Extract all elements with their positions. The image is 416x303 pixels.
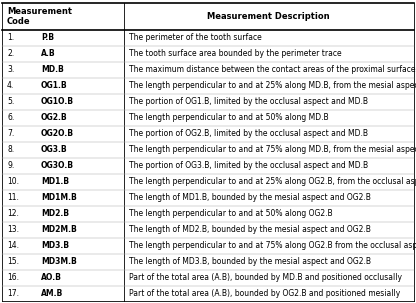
Text: 6.: 6. xyxy=(7,113,14,122)
Text: The maximum distance between the contact areas of the proximal surfaces: The maximum distance between the contact… xyxy=(129,65,416,74)
Text: 8.: 8. xyxy=(7,145,14,154)
Text: The length of MD3.B, bounded by the mesial aspect and OG2.B: The length of MD3.B, bounded by the mesi… xyxy=(129,257,371,266)
Text: MD2.B: MD2.B xyxy=(41,209,69,218)
Text: MD1M.B: MD1M.B xyxy=(41,193,77,202)
Text: The length perpendicular to and at 25% along OG2.B, from the occlusal aspect: The length perpendicular to and at 25% a… xyxy=(129,177,416,186)
Text: MD2M.B: MD2M.B xyxy=(41,225,77,234)
Text: 2.: 2. xyxy=(7,49,14,58)
Text: 16.: 16. xyxy=(7,273,19,282)
Text: OG1.B: OG1.B xyxy=(41,81,67,90)
Text: AM.B: AM.B xyxy=(41,289,63,298)
Text: 7.: 7. xyxy=(7,129,14,138)
Text: The length perpendicular to and at 25% along MD.B, from the mesial aspect: The length perpendicular to and at 25% a… xyxy=(129,81,416,90)
Text: 10.: 10. xyxy=(7,177,19,186)
Text: MD1.B: MD1.B xyxy=(41,177,69,186)
Text: The tooth surface area bounded by the perimeter trace: The tooth surface area bounded by the pe… xyxy=(129,49,341,58)
Text: The length perpendicular to and at 50% along OG2.B: The length perpendicular to and at 50% a… xyxy=(129,209,332,218)
Text: The portion of OG1.B, limited by the occlusal aspect and MD.B: The portion of OG1.B, limited by the occ… xyxy=(129,97,368,106)
Text: P.B: P.B xyxy=(41,33,54,42)
Text: 9.: 9. xyxy=(7,161,14,170)
Text: 5.: 5. xyxy=(7,97,14,106)
Text: Measurement
Code: Measurement Code xyxy=(7,7,72,26)
Text: 3.: 3. xyxy=(7,65,14,74)
Text: Part of the total area (A.B), bounded by MD.B and positioned occlusally: Part of the total area (A.B), bounded by… xyxy=(129,273,401,282)
Text: Measurement Description: Measurement Description xyxy=(208,12,330,21)
Text: The portion of OG2.B, limited by the occlusal aspect and MD.B: The portion of OG2.B, limited by the occ… xyxy=(129,129,368,138)
Text: OG3.B: OG3.B xyxy=(41,145,67,154)
Text: The portion of OG3.B, limited by the occlusal aspect and MD.B: The portion of OG3.B, limited by the occ… xyxy=(129,161,368,170)
Text: MD3M.B: MD3M.B xyxy=(41,257,77,266)
Text: MD3.B: MD3.B xyxy=(41,241,69,250)
Text: Part of the total area (A.B), bounded by OG2.B and positioned mesially: Part of the total area (A.B), bounded by… xyxy=(129,289,400,298)
Text: 13.: 13. xyxy=(7,225,19,234)
Text: OG3O.B: OG3O.B xyxy=(41,161,74,170)
Text: 14.: 14. xyxy=(7,241,19,250)
Text: The length perpendicular to and at 75% along OG2.B from the occlusal aspect: The length perpendicular to and at 75% a… xyxy=(129,241,416,250)
Text: OG2.B: OG2.B xyxy=(41,113,67,122)
Text: The length perpendicular to and at 75% along MD.B, from the mesial aspect: The length perpendicular to and at 75% a… xyxy=(129,145,416,154)
Text: 17.: 17. xyxy=(7,289,19,298)
Text: 11.: 11. xyxy=(7,193,19,202)
Text: OG2O.B: OG2O.B xyxy=(41,129,74,138)
Text: 4.: 4. xyxy=(7,81,14,90)
Text: 12.: 12. xyxy=(7,209,19,218)
Text: A.B: A.B xyxy=(41,49,56,58)
Text: 15.: 15. xyxy=(7,257,19,266)
Text: The perimeter of the tooth surface: The perimeter of the tooth surface xyxy=(129,33,261,42)
Text: The length of MD1.B, bounded by the mesial aspect and OG2.B: The length of MD1.B, bounded by the mesi… xyxy=(129,193,370,202)
Text: The length of MD2.B, bounded by the mesial aspect and OG2.B: The length of MD2.B, bounded by the mesi… xyxy=(129,225,370,234)
Text: AO.B: AO.B xyxy=(41,273,62,282)
Text: 1.: 1. xyxy=(7,33,14,42)
Text: The length perpendicular to and at 50% along MD.B: The length perpendicular to and at 50% a… xyxy=(129,113,328,122)
Text: OG1O.B: OG1O.B xyxy=(41,97,74,106)
Text: MD.B: MD.B xyxy=(41,65,64,74)
